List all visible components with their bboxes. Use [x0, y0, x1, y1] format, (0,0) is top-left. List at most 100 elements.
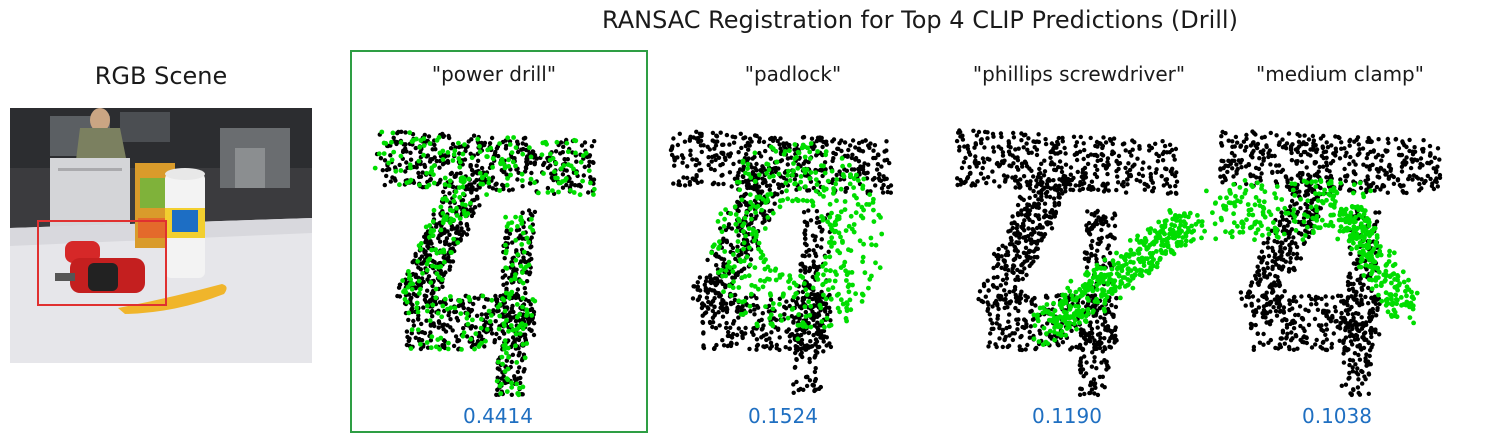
scene-point — [471, 133, 477, 138]
scene-point — [775, 192, 780, 197]
scene-point — [1049, 226, 1055, 231]
registered-model-point — [456, 140, 461, 146]
scene-point — [500, 182, 505, 188]
scene-point — [1101, 135, 1106, 140]
scene-point — [752, 307, 757, 312]
scene-point — [973, 154, 978, 159]
registered-model-point — [440, 157, 446, 162]
scene-point — [699, 131, 704, 137]
scene-point — [695, 180, 700, 185]
scene-point — [1172, 173, 1178, 179]
scene-point — [491, 308, 496, 313]
scene-point — [1082, 354, 1087, 359]
registered-model-point — [848, 213, 854, 219]
registered-model-point — [731, 279, 736, 285]
registered-model-point — [506, 328, 511, 334]
scene-point — [523, 336, 528, 341]
scene-point — [529, 328, 534, 333]
scene-point — [425, 240, 431, 246]
registered-model-point — [873, 242, 879, 248]
scene-point — [1097, 141, 1102, 146]
scene-point — [1081, 141, 1086, 146]
registered-model-point — [1091, 308, 1096, 314]
scene-point — [1078, 358, 1083, 364]
scene-point — [1026, 150, 1031, 156]
registered-model-point — [477, 149, 483, 155]
scene-point — [784, 329, 790, 334]
scene-point — [1341, 360, 1347, 365]
scene-point — [1105, 246, 1110, 251]
registered-model-point — [808, 324, 814, 330]
scene-point — [815, 215, 820, 221]
registered-model-point — [790, 198, 795, 204]
scene-point — [503, 314, 508, 319]
scene-point — [1163, 166, 1168, 171]
scene-point — [1095, 158, 1100, 163]
scene-point — [856, 146, 862, 151]
scene-point — [685, 164, 690, 169]
registered-model-point — [498, 391, 504, 396]
scene-point — [1000, 331, 1005, 336]
scene-point — [957, 148, 962, 153]
scene-point — [575, 183, 581, 188]
registered-model-point — [407, 282, 413, 287]
scene-point — [751, 326, 756, 331]
registered-model-point — [1077, 320, 1082, 326]
scene-point — [586, 163, 592, 168]
scene-point — [1017, 194, 1023, 200]
registered-model-point — [442, 175, 448, 181]
scene-point — [466, 227, 471, 232]
scene-point — [397, 294, 403, 299]
registered-model-point — [513, 327, 519, 333]
scene-point — [1092, 355, 1097, 360]
scene-point — [464, 222, 469, 227]
scene-point — [695, 287, 700, 292]
scene-point — [436, 319, 442, 324]
scene-point — [459, 233, 464, 238]
registered-model-point — [1144, 245, 1150, 251]
registered-model-point — [745, 166, 750, 171]
scene-point — [501, 282, 506, 287]
scene-point — [1162, 143, 1168, 149]
registered-model-point — [529, 313, 535, 318]
registered-model-point — [712, 242, 717, 248]
registered-model-point — [1087, 280, 1093, 286]
scene-point — [1106, 223, 1111, 228]
registered-model-point — [1179, 239, 1184, 245]
scene-point — [1100, 221, 1106, 227]
scene-point — [718, 163, 723, 168]
scene-point — [1038, 225, 1043, 230]
scene-point — [997, 162, 1003, 168]
scene-point — [973, 161, 978, 166]
scene-point — [482, 142, 487, 148]
registered-model-point — [1147, 230, 1153, 236]
scene-point — [814, 138, 819, 144]
scene-point — [1017, 347, 1023, 352]
registered-model-point — [820, 185, 826, 190]
registered-model-point — [814, 182, 820, 187]
scene-point — [1130, 138, 1135, 143]
scene-point — [780, 183, 785, 188]
registered-model-point — [479, 340, 484, 346]
scene-point — [752, 312, 757, 317]
scene-point — [473, 325, 478, 330]
scene-point — [509, 392, 514, 397]
registered-model-point — [796, 198, 801, 203]
registered-model-point — [421, 136, 427, 141]
scene-point — [1082, 391, 1087, 397]
scene-point — [1045, 178, 1050, 183]
scene-point — [1032, 229, 1037, 235]
registered-model-point — [1083, 319, 1089, 325]
scene-point — [730, 134, 735, 139]
registered-model-point — [484, 327, 490, 332]
scene-point — [794, 379, 799, 385]
registered-model-point — [770, 210, 776, 216]
scene-point — [700, 319, 705, 325]
scene-point — [1036, 132, 1041, 137]
registered-model-point — [843, 228, 849, 234]
scene-point — [830, 139, 835, 144]
scene-point — [682, 183, 688, 188]
registered-model-point — [444, 198, 450, 203]
scene-point — [804, 383, 810, 389]
registered-model-point — [565, 149, 571, 155]
